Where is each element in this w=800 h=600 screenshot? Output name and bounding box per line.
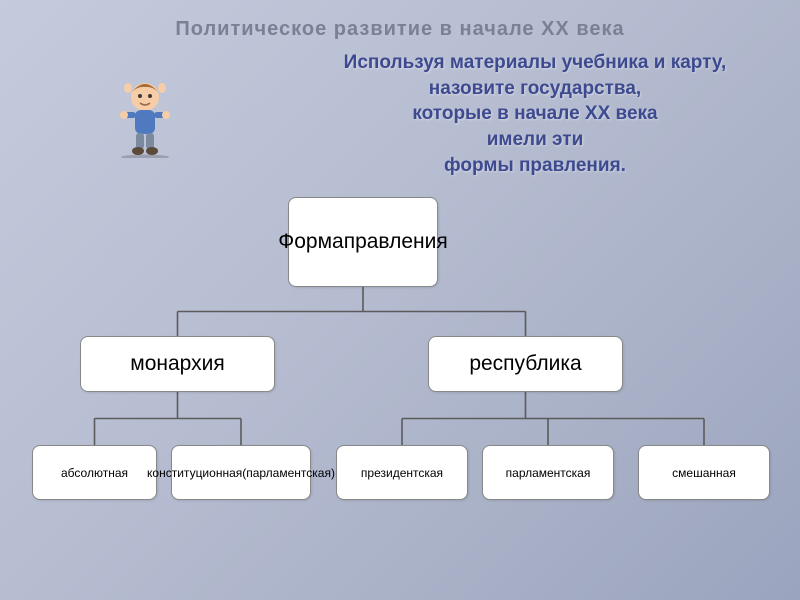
character-icon xyxy=(116,78,174,158)
tree-node-konst: конституционная(парламентская) xyxy=(171,445,311,500)
tree-node-parl: парламентская xyxy=(482,445,614,500)
page-title: Политическое развитие в начале XX века xyxy=(0,0,800,41)
tree-node-rep: республика xyxy=(428,336,623,392)
tree-node-mon: монархия xyxy=(80,336,275,392)
tree-node-smes: смешанная xyxy=(638,445,770,500)
tree-node-abs: абсолютная xyxy=(32,445,157,500)
tree-node-prez: президентская xyxy=(336,445,468,500)
tree-node-root: Формаправления xyxy=(288,197,438,287)
instruction-text: Используя материалы учебника и карту,наз… xyxy=(300,50,770,178)
